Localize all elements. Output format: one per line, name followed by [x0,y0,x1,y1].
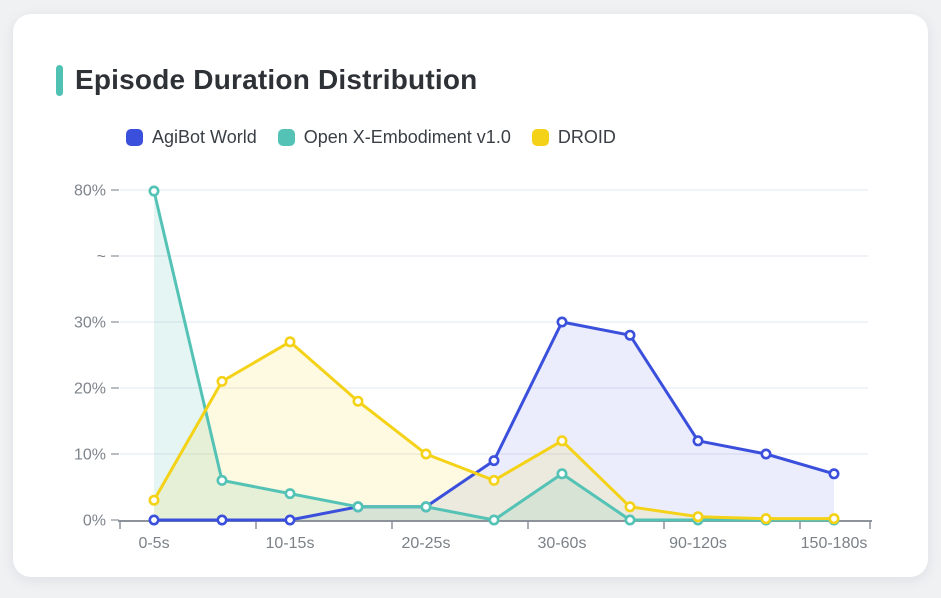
legend: AgiBot World Open X-Embodiment v1.0 DROID [126,127,616,148]
data-point-open-x-embodiment-v1-0-5[interactable] [488,514,500,526]
y-axis-label: 0% [83,513,106,530]
chart-card: Episode Duration Distribution AgiBot Wor… [13,14,928,577]
legend-label: AgiBot World [152,127,257,147]
data-point-droid-10[interactable] [828,513,840,525]
data-point-agibot-world-8[interactable] [692,435,704,447]
x-axis-label: 90-120s [669,535,727,552]
data-point-droid-8[interactable] [692,511,704,523]
data-point-droid-5[interactable] [488,474,500,486]
data-point-agibot-world-1[interactable] [216,514,228,526]
data-point-agibot-world-7[interactable] [624,329,636,341]
data-point-agibot-world-10[interactable] [828,468,840,480]
legend-swatch-open-x-embodiment-v1-0 [277,129,295,146]
series-area-open-x-embodiment-v1-0 [154,191,834,520]
data-point-agibot-world-5[interactable] [488,455,500,467]
x-axis-label: 0-5s [138,535,169,552]
data-point-open-x-embodiment-v1-0-0[interactable] [148,185,160,197]
x-axis-label: 150-180s [801,535,868,552]
data-point-agibot-world-2[interactable] [284,514,296,526]
data-point-droid-7[interactable] [624,501,636,513]
title-accent-bar [56,64,63,96]
data-point-open-x-embodiment-v1-0-7[interactable] [624,514,636,526]
legend-label: Open X-Embodiment v1.0 [303,127,511,147]
page-title: Episode Duration Distribution [75,64,478,95]
data-point-open-x-embodiment-v1-0-1[interactable] [216,474,228,486]
x-axis-label: 30-60s [538,535,587,552]
data-point-droid-6[interactable] [556,435,568,447]
y-axis-label: 10% [74,447,106,464]
data-point-droid-9[interactable] [760,513,772,525]
legend-item-agibot-world[interactable]: AgiBot World [126,127,257,148]
legend-swatch-droid [531,129,549,146]
y-axis-label: ~ [97,249,106,266]
y-axis-label: 30% [74,315,106,332]
x-axis-label: 20-25s [402,535,451,552]
series-area-droid [154,341,834,520]
data-point-droid-2[interactable] [284,336,296,348]
data-point-open-x-embodiment-v1-0-3[interactable] [352,501,364,513]
series-area-agibot-world [154,322,834,520]
x-axis-label: 10-15s [266,535,315,552]
data-point-open-x-embodiment-v1-0-2[interactable] [284,488,296,500]
legend-swatch-agibot-world [126,129,143,146]
data-point-droid-3[interactable] [352,395,364,407]
legend-item-droid[interactable]: DROID [531,127,616,148]
data-point-agibot-world-0[interactable] [148,514,160,526]
data-point-open-x-embodiment-v1-0-4[interactable] [420,501,432,513]
data-point-droid-1[interactable] [216,375,228,387]
legend-label: DROID [557,127,616,147]
legend-item-open-x-embodiment-v1-0[interactable]: Open X-Embodiment v1.0 [277,127,511,148]
data-point-open-x-embodiment-v1-0-6[interactable] [556,468,568,480]
data-point-droid-0[interactable] [148,494,160,506]
data-point-droid-4[interactable] [420,448,432,460]
y-axis-label: 80% [74,183,106,200]
data-point-agibot-world-9[interactable] [760,448,772,460]
title-row: Episode Duration Distribution [56,64,477,96]
data-point-agibot-world-6[interactable] [556,316,568,328]
y-axis-label: 20% [74,381,106,398]
